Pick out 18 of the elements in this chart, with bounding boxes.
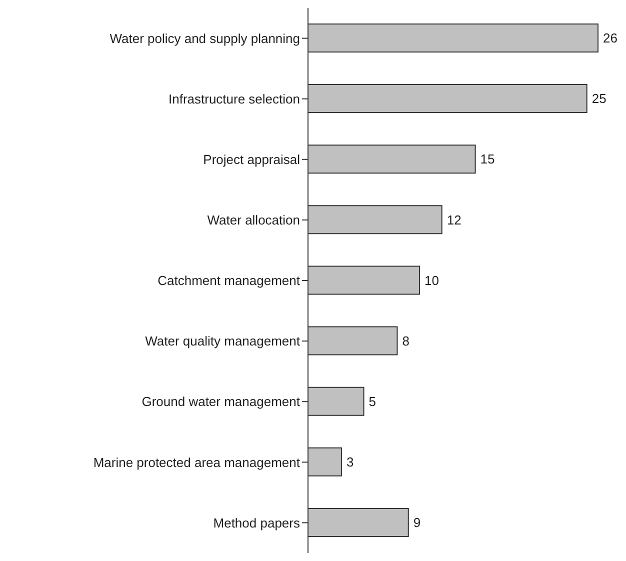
data-label: 8 <box>402 333 410 348</box>
y-tick-label: Infrastructure selection <box>168 91 300 106</box>
data-label: 9 <box>413 515 421 530</box>
y-tick-label: Catchment management <box>158 273 300 288</box>
y-tick-label: Method papers <box>213 515 300 530</box>
y-tick-label: Water policy and supply planning <box>110 30 300 46</box>
data-label: 15 <box>480 152 495 167</box>
y-tick-label: Water quality management <box>145 334 300 349</box>
data-label: 26 <box>603 30 618 46</box>
data-label: 10 <box>424 272 440 288</box>
y-tick-label: Ground water management <box>142 394 300 410</box>
data-label: 5 <box>368 394 376 409</box>
data-label: 3 <box>346 454 354 470</box>
y-tick-label: Project appraisal <box>203 152 300 168</box>
data-label: 25 <box>592 91 606 106</box>
y-tick-label: Marine protected area management <box>93 454 300 470</box>
y-tick-label: Water allocation <box>207 212 300 228</box>
data-label: 12 <box>446 212 462 228</box>
